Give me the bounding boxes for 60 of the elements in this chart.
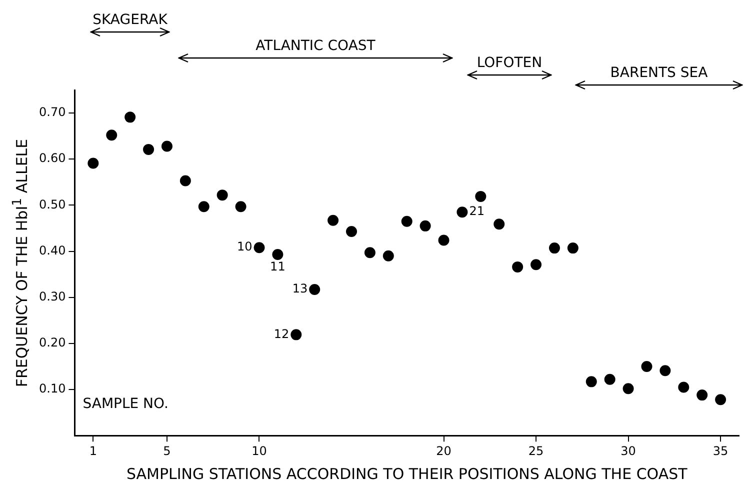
point [604,374,616,385]
text: ATLANTIC COAST [254,38,376,54]
point [530,259,542,270]
point [216,190,228,201]
point [143,144,154,155]
point [290,329,302,340]
x-tick-label: 25 [528,444,544,458]
point [272,249,284,260]
point [548,242,560,254]
y-tick-label: 0.20 [39,336,66,350]
point [494,218,505,230]
text: SKAGERAK [92,12,168,28]
point [660,365,671,376]
y-tick-label: 0.40 [39,243,66,258]
annotation: 21 [469,204,484,218]
point [401,216,412,227]
point [364,247,376,258]
point [512,261,524,272]
annotation: SAMPLE NO. [82,396,168,412]
point [88,158,99,169]
y-tick-label: 0.30 [39,289,66,304]
point [586,376,597,388]
annotation: 12 [274,326,290,341]
point [254,242,265,254]
point [456,206,468,218]
point [420,220,431,232]
x-tick-label: 5 [163,444,171,458]
y-tick-label: 0.70 [39,105,66,120]
point [106,130,118,141]
point [180,175,191,186]
point [235,201,246,212]
point [382,250,394,262]
point [475,190,486,202]
x-tick-label: 35 [712,444,728,458]
x-axis-title: SAMPLING STATIONS ACCORDING TO THEIR POSITIONS ALONG THE COAST [126,464,688,483]
x-tick-label: 20 [436,444,452,458]
point [198,201,210,212]
annotation: 13 [292,282,308,296]
point [309,284,320,296]
point [622,383,634,394]
text: LOFOTEN [476,55,544,71]
y-tick-label: 0.60 [39,151,66,166]
point [438,234,450,246]
y-tick-label: 0.50 [39,197,66,212]
y-tick-label: 0.10 [39,382,66,396]
point [678,382,690,393]
text: BARENTS SEA [609,65,709,81]
x-tick-label: 1 [89,444,97,458]
annotation: 10 [236,240,252,254]
point [161,140,172,152]
annotation: 11 [270,260,286,274]
point [328,214,339,226]
point [715,394,726,406]
x-tick-label: 10 [252,444,267,458]
point [641,360,652,372]
x-tick-label: 30 [620,444,636,458]
point [567,242,578,254]
point [696,390,708,401]
point [346,226,358,237]
point [124,112,136,123]
